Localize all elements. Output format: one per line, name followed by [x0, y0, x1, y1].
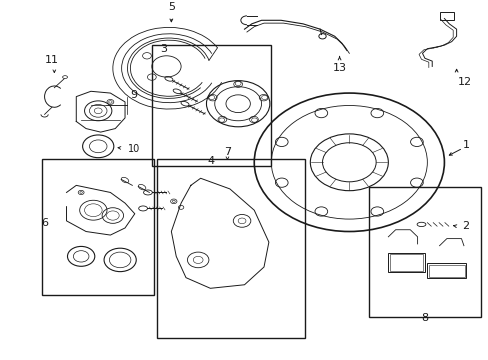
Bar	[368, 187, 480, 317]
Text: 10: 10	[128, 144, 141, 154]
Text: 13: 13	[332, 63, 346, 73]
Bar	[157, 159, 305, 338]
Text: 5: 5	[167, 3, 175, 13]
Text: 12: 12	[457, 77, 471, 87]
Text: 3: 3	[160, 44, 167, 54]
Bar	[389, 254, 423, 271]
Text: 6: 6	[41, 218, 48, 228]
Text: 11: 11	[45, 55, 59, 65]
Text: 4: 4	[207, 156, 214, 166]
Bar	[428, 265, 464, 276]
Text: 1: 1	[462, 140, 469, 149]
Text: 2: 2	[462, 221, 468, 231]
Bar	[439, 13, 453, 20]
Bar	[427, 264, 466, 278]
Bar	[152, 45, 271, 166]
Text: 8: 8	[421, 314, 427, 324]
Bar	[387, 253, 424, 272]
Text: 9: 9	[130, 90, 137, 100]
Bar	[42, 159, 154, 296]
Text: 7: 7	[224, 147, 230, 157]
